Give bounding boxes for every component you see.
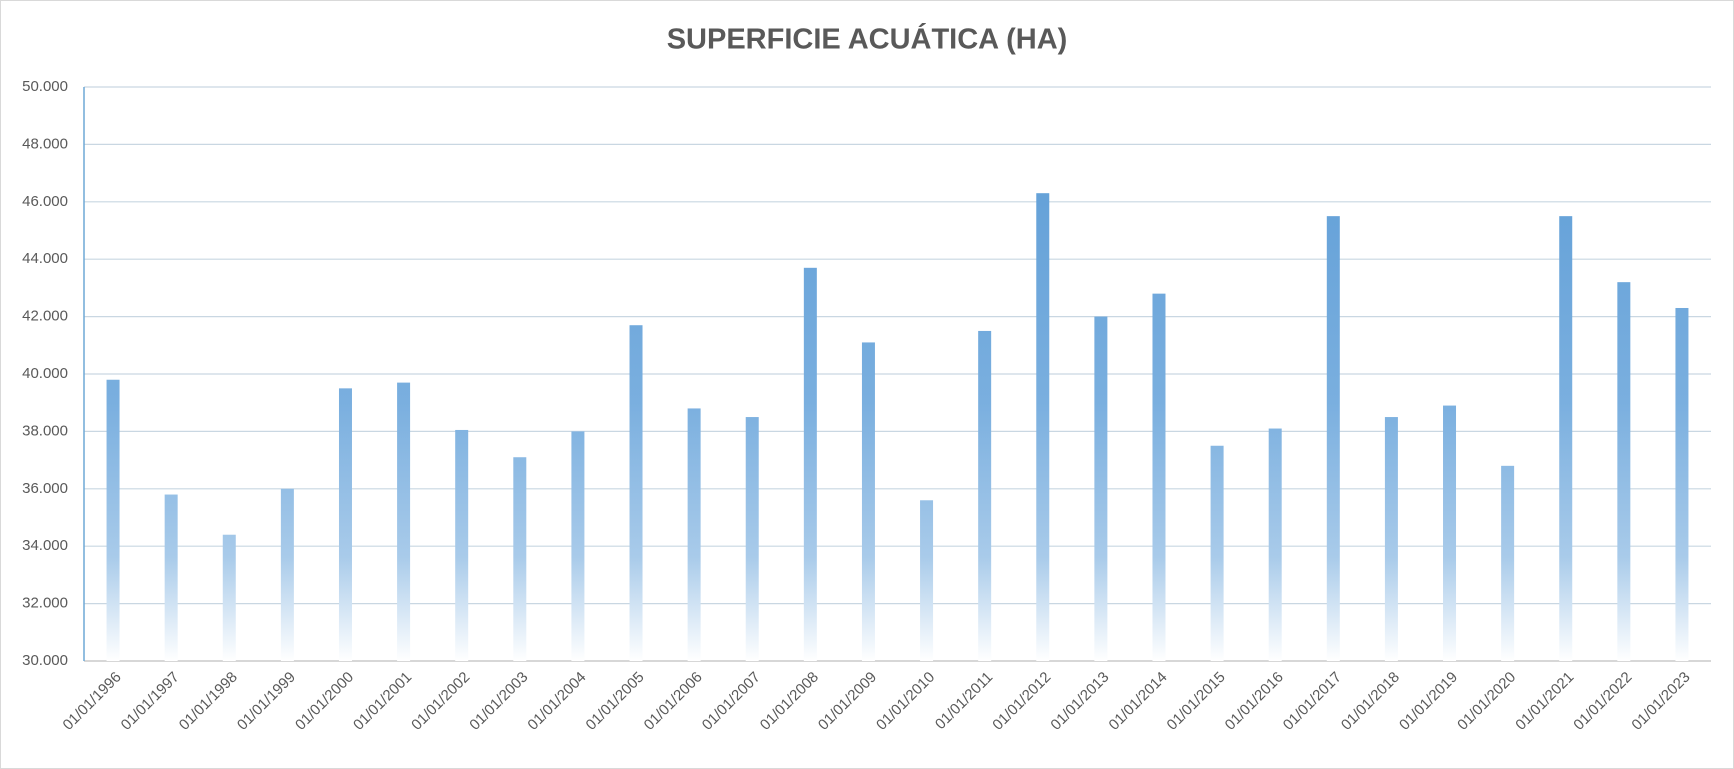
bar (1326, 216, 1340, 661)
bar (1152, 293, 1166, 661)
y-tick-label: 46.000 (22, 193, 68, 210)
bar (745, 417, 759, 661)
bar (1210, 445, 1224, 661)
bar (397, 382, 411, 661)
bar (803, 267, 817, 661)
y-tick-label: 42.000 (22, 308, 68, 325)
bar (164, 494, 178, 661)
bar (1617, 282, 1631, 661)
y-tick-label: 32.000 (22, 595, 68, 612)
y-tick-label: 44.000 (22, 250, 68, 267)
bar (106, 379, 120, 661)
bar (222, 534, 236, 661)
bar (1501, 465, 1515, 661)
bar (571, 431, 585, 661)
y-tick-label: 34.000 (22, 537, 68, 554)
bar (455, 429, 469, 661)
bar (629, 325, 643, 661)
bar (1268, 428, 1282, 661)
bar (280, 488, 294, 661)
bar (687, 408, 701, 661)
bar (861, 342, 875, 661)
bar (338, 388, 352, 661)
chart-title: SUPERFICIE ACUÁTICA (HA) (667, 22, 1068, 56)
bar (513, 457, 527, 661)
bar (1559, 216, 1573, 661)
bar (920, 500, 934, 661)
y-tick-label: 48.000 (22, 135, 68, 152)
bar (978, 330, 992, 661)
bar (1443, 405, 1457, 661)
y-tick-label: 38.000 (22, 422, 68, 439)
y-tick-label: 30.000 (22, 652, 68, 669)
y-tick-label: 50.000 (22, 78, 68, 95)
bar (1094, 316, 1108, 661)
bar (1675, 307, 1689, 661)
y-tick-label: 36.000 (22, 480, 68, 497)
y-tick-label: 40.000 (22, 365, 68, 382)
bar (1384, 417, 1398, 661)
bar (1036, 193, 1050, 661)
